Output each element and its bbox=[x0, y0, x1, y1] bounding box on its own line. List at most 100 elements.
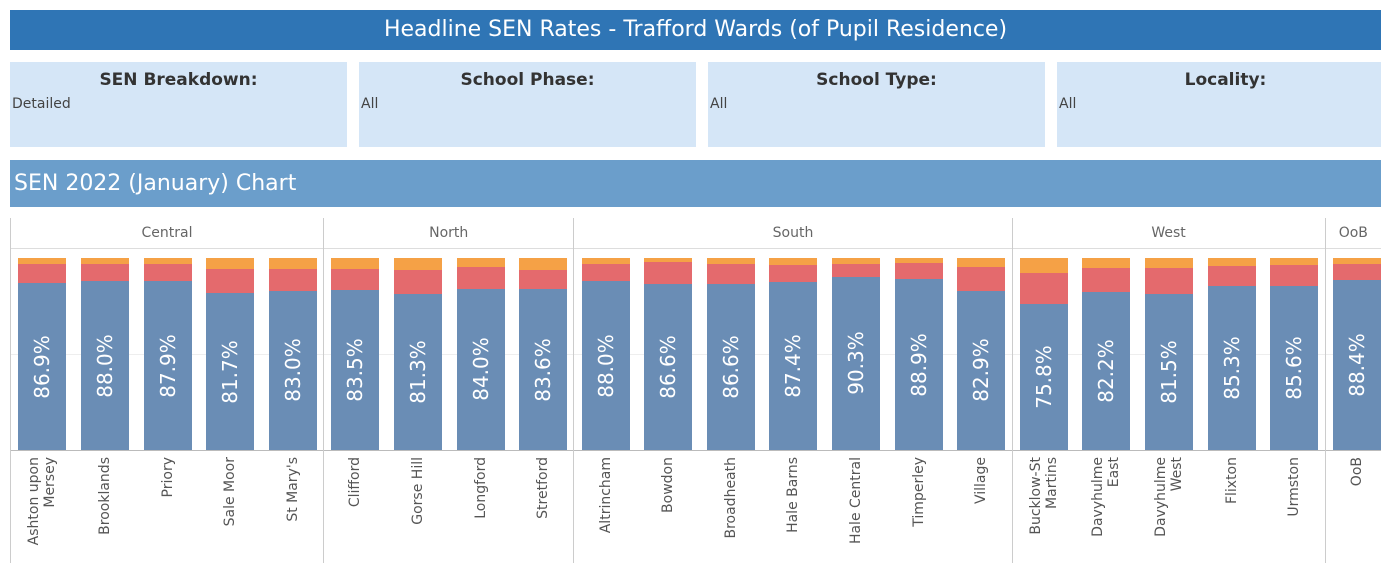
value-label: 83.5% bbox=[343, 338, 368, 402]
filter[interactable]: School Phase: All bbox=[359, 62, 696, 147]
bar-segment bbox=[581, 263, 630, 282]
bar-segment bbox=[80, 258, 129, 264]
bar-segment bbox=[581, 258, 630, 264]
category-label: St Mary's bbox=[284, 457, 301, 522]
bar-segment bbox=[1082, 292, 1131, 450]
bar-segment bbox=[1145, 258, 1194, 268]
bar-segment bbox=[957, 290, 1006, 450]
filter-label: School Phase: bbox=[460, 70, 595, 90]
value-label: 81.5% bbox=[1157, 339, 1182, 404]
panel: OoB 88.4% OoB bbox=[1324, 218, 1381, 563]
bar-segment bbox=[143, 263, 192, 282]
bar-segment bbox=[1270, 258, 1319, 265]
bar-segment bbox=[1082, 267, 1131, 293]
panel-header: North bbox=[324, 218, 574, 249]
value-label: 85.6% bbox=[1282, 336, 1307, 400]
bar-segment bbox=[519, 258, 568, 270]
value-label: 82.9% bbox=[969, 338, 994, 403]
value-label: 86.9% bbox=[30, 334, 55, 399]
category-label: OoB bbox=[1348, 457, 1365, 487]
bar-segment bbox=[331, 258, 380, 269]
bar-segment bbox=[644, 283, 693, 450]
bar-segment bbox=[80, 263, 129, 282]
bar-segment bbox=[644, 258, 693, 262]
value-label: 88.0% bbox=[92, 333, 117, 398]
category-label: Gorse Hill bbox=[409, 457, 426, 525]
bar-segment bbox=[1332, 258, 1381, 264]
filter-label: SEN Breakdown: bbox=[99, 70, 258, 90]
value-label: 86.6% bbox=[656, 335, 681, 399]
bar-segment bbox=[331, 268, 380, 290]
bar-segment bbox=[1019, 304, 1068, 450]
bar-segment bbox=[957, 258, 1006, 267]
bar-segment bbox=[957, 266, 1006, 291]
bar-segment bbox=[80, 281, 129, 450]
panel: West 75.8% Bucklow-St Martins 82.2% Davyhulm… bbox=[1011, 218, 1325, 563]
filter-label: School Type: bbox=[816, 70, 937, 90]
category-label: Hale Barns bbox=[785, 457, 802, 533]
bar-segment bbox=[706, 283, 755, 450]
bar-segment bbox=[769, 282, 818, 450]
bar-segment bbox=[894, 258, 943, 263]
filter[interactable]: SEN Breakdown: Detailed bbox=[10, 62, 347, 147]
grid-line bbox=[324, 354, 574, 355]
bar-segment bbox=[268, 290, 317, 450]
category-label: Broadheath bbox=[722, 457, 739, 539]
bar-segment bbox=[206, 268, 255, 294]
panel-header: OoB bbox=[1325, 218, 1381, 249]
bar-segment bbox=[581, 281, 630, 450]
filter-value: All bbox=[1059, 96, 1077, 112]
bar-segment bbox=[1019, 258, 1068, 274]
bar-segment bbox=[519, 289, 568, 450]
baseline bbox=[1325, 450, 1381, 451]
filter-value: Detailed bbox=[12, 96, 71, 112]
bar-segment bbox=[1207, 286, 1256, 450]
bar-segment bbox=[1019, 273, 1068, 305]
chart-title: SEN 2022 (January) Chart bbox=[10, 160, 1381, 207]
category-label: Davyhulme East bbox=[1090, 457, 1123, 537]
bar-segment bbox=[456, 258, 505, 267]
value-label: 86.6% bbox=[718, 335, 743, 399]
category-label: Village bbox=[973, 457, 990, 505]
filter-label: Locality: bbox=[1184, 70, 1267, 90]
bar-segment bbox=[1270, 285, 1319, 450]
bar-segment bbox=[832, 276, 881, 450]
value-label: 87.9% bbox=[155, 333, 180, 398]
bar-segment bbox=[1207, 265, 1256, 287]
bar-segment bbox=[894, 262, 943, 280]
bar-segment bbox=[1207, 258, 1256, 266]
bar-segment bbox=[1270, 264, 1319, 286]
category-label: Priory bbox=[159, 457, 176, 498]
category-label: Ashton upon Mersey bbox=[26, 457, 59, 546]
category-label: Brooklands bbox=[96, 457, 113, 535]
value-label: 90.3% bbox=[844, 331, 869, 396]
value-label: 75.8% bbox=[1031, 345, 1056, 409]
bar-segment bbox=[1332, 280, 1381, 450]
filter[interactable]: Locality: All bbox=[1057, 62, 1381, 147]
value-label: 87.4% bbox=[781, 334, 806, 398]
category-label: Urmston bbox=[1286, 457, 1303, 517]
value-label: 84.0% bbox=[468, 337, 493, 402]
bar-segment bbox=[331, 289, 380, 450]
bar-segment bbox=[18, 283, 67, 450]
bar-segment bbox=[1145, 293, 1194, 450]
bar-segment bbox=[143, 258, 192, 264]
bar-segment bbox=[143, 281, 192, 450]
bar-segment bbox=[268, 258, 317, 269]
panel-header: Central bbox=[11, 218, 323, 249]
filter-value: All bbox=[710, 96, 728, 112]
bar-segment bbox=[393, 269, 442, 294]
category-label: Timperley bbox=[910, 457, 927, 527]
category-label: Flixton bbox=[1223, 457, 1240, 505]
category-label: Hale Central bbox=[848, 457, 865, 545]
value-label: 85.3% bbox=[1219, 336, 1244, 400]
value-label: 82.2% bbox=[1094, 339, 1119, 403]
bar-segment bbox=[1145, 267, 1194, 294]
dashboard-title: Headline SEN Rates - Trafford Wards (of … bbox=[10, 10, 1381, 50]
bar-segment bbox=[706, 258, 755, 264]
bar-segment bbox=[769, 258, 818, 265]
filter[interactable]: School Type: All bbox=[708, 62, 1045, 147]
bar-segment bbox=[894, 279, 943, 450]
bar-segment bbox=[268, 268, 317, 291]
